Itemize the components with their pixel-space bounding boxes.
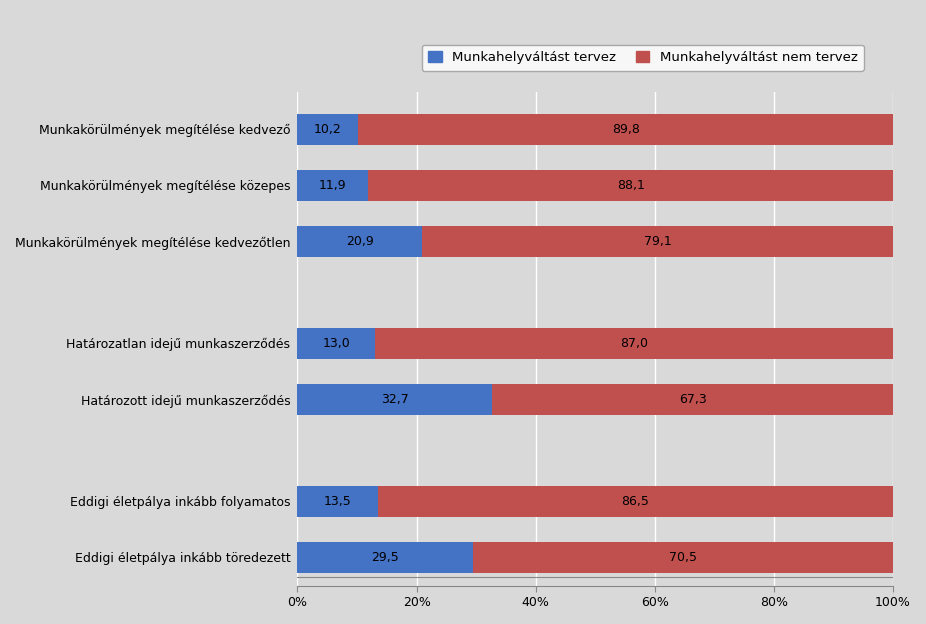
Text: 29,5: 29,5	[371, 551, 399, 564]
Bar	[297, 542, 473, 573]
Legend: Munkahelyváltást tervez, Munkahelyváltást nem tervez: Munkahelyváltást tervez, Munkahelyváltás…	[421, 45, 864, 71]
Bar	[297, 485, 378, 517]
Bar	[422, 227, 893, 257]
Text: 89,8: 89,8	[612, 122, 640, 135]
Bar	[473, 542, 893, 573]
Text: 13,0: 13,0	[322, 337, 350, 349]
Bar	[297, 114, 358, 145]
Text: 79,1: 79,1	[644, 235, 671, 248]
Text: 87,0: 87,0	[620, 337, 648, 349]
Text: 10,2: 10,2	[314, 122, 342, 135]
Bar	[297, 384, 493, 415]
Bar	[358, 114, 893, 145]
Bar	[493, 384, 893, 415]
Text: 11,9: 11,9	[319, 179, 346, 192]
Text: 20,9: 20,9	[345, 235, 373, 248]
Text: 32,7: 32,7	[381, 393, 408, 406]
Bar	[369, 170, 893, 201]
Bar	[297, 227, 422, 257]
Text: 86,5: 86,5	[621, 495, 649, 507]
Text: 13,5: 13,5	[324, 495, 352, 507]
Bar	[378, 485, 893, 517]
Text: 70,5: 70,5	[669, 551, 697, 564]
Text: 88,1: 88,1	[617, 179, 644, 192]
Bar	[375, 328, 893, 359]
Text: 67,3: 67,3	[679, 393, 707, 406]
Bar	[297, 170, 369, 201]
Bar	[297, 328, 375, 359]
